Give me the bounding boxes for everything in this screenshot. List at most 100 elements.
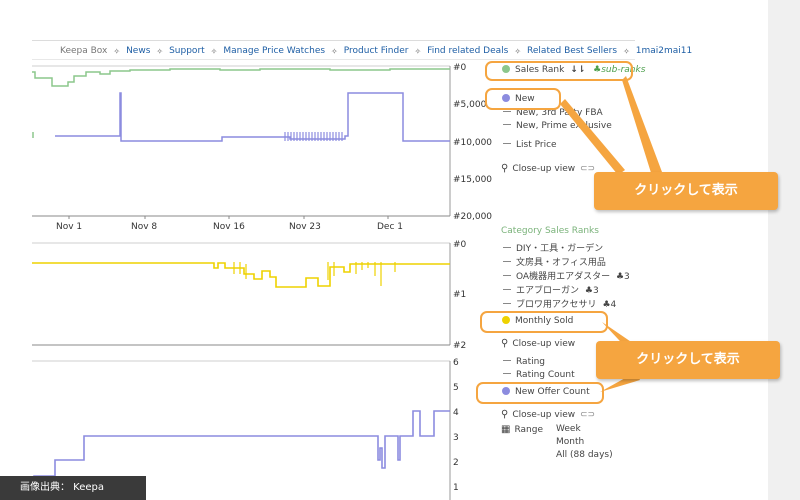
magnifier-icon: ⚲ bbox=[501, 338, 509, 349]
category-item[interactable]: OA機器用エアダスター ♣3 bbox=[503, 269, 630, 282]
dash-icon bbox=[503, 124, 511, 125]
x-tick-label: Dec 1 bbox=[377, 222, 403, 232]
magnifier-icon: ⚲ bbox=[501, 163, 509, 174]
legend-new-3p-fba[interactable]: New, 3rd Party FBA bbox=[503, 108, 603, 118]
legend-monthly-sold[interactable]: Monthly Sold bbox=[502, 316, 573, 326]
highlight-new-offer-count bbox=[476, 382, 604, 404]
y-tick-label: 6 bbox=[453, 358, 459, 368]
new-price-line bbox=[55, 92, 450, 142]
y-tick-label: #0 bbox=[453, 63, 467, 73]
nav-link-news[interactable]: News bbox=[126, 45, 151, 56]
y-tick-label: 1 bbox=[453, 483, 459, 493]
nav-underline bbox=[32, 59, 635, 60]
monthly-sold-chart[interactable]: #0 #1 #2 bbox=[32, 240, 467, 351]
dash-icon bbox=[503, 261, 511, 262]
dash-icon bbox=[503, 111, 511, 112]
hierarchy-icon: ♣ bbox=[584, 286, 593, 296]
highlight-sales-rank bbox=[485, 61, 633, 81]
range-option-week[interactable]: Week bbox=[556, 424, 581, 434]
category-item[interactable]: エアブローガン ♣3 bbox=[503, 283, 599, 296]
calendar-icon: ▦ bbox=[501, 424, 511, 435]
highlight-monthly-sold bbox=[480, 311, 608, 333]
dash-icon bbox=[503, 373, 511, 374]
category-sales-ranks-title: Category Sales Ranks bbox=[501, 226, 599, 236]
range-option-month[interactable]: Month bbox=[556, 437, 585, 447]
y-tick-label: 2 bbox=[453, 458, 459, 468]
category-item[interactable]: 文房具・オフィス用品 bbox=[503, 255, 606, 268]
dash-icon bbox=[503, 289, 511, 290]
nav-link-support[interactable]: Support bbox=[169, 45, 205, 56]
x-tick-label: Nov 1 bbox=[56, 222, 82, 232]
diamond-icon: ✧ bbox=[113, 46, 121, 56]
monthly-sold-line bbox=[32, 262, 450, 288]
range-label: ▦ Range bbox=[501, 424, 543, 435]
image-source-caption: 画像出典： Keepa bbox=[0, 476, 146, 500]
offer-count-line bbox=[32, 410, 450, 486]
dash-icon bbox=[503, 247, 511, 248]
legend-rating[interactable]: Rating bbox=[503, 357, 545, 367]
closeup-view-1[interactable]: ⚲ Close-up view ⊂⊃ bbox=[501, 163, 596, 174]
nav-link-user[interactable]: 1mai2mai11 bbox=[635, 45, 693, 56]
x-tick-label: Nov 16 bbox=[213, 222, 245, 232]
diamond-icon: ✧ bbox=[156, 46, 164, 56]
x-tick-label: Nov 23 bbox=[289, 222, 321, 232]
toggle-icon[interactable]: ⊂⊃ bbox=[579, 410, 596, 420]
sort-icon[interactable]: ↓⇂ bbox=[570, 65, 586, 75]
page-margin bbox=[768, 0, 800, 500]
category-item[interactable]: DIY・工具・ガーデン bbox=[503, 241, 603, 254]
callout-click-to-show: クリックして表示 bbox=[594, 172, 778, 210]
diamond-icon: ✧ bbox=[210, 46, 218, 56]
legend-sales-rank[interactable]: Sales Rank ↓⇂ ♣sub-ranks bbox=[502, 65, 645, 75]
sales-rank-line bbox=[32, 68, 450, 87]
legend-new-offer-count[interactable]: New Offer Count bbox=[502, 387, 590, 397]
y-tick-label: #5,000 bbox=[453, 100, 487, 110]
keepa-nav-bar: Keepa Box ✧ News ✧ Support ✧ Manage Pric… bbox=[60, 44, 692, 58]
hierarchy-icon: ♣ bbox=[615, 272, 625, 282]
nav-link-related-best-sellers[interactable]: Related Best Sellers bbox=[527, 45, 618, 56]
y-tick-label: 4 bbox=[453, 408, 459, 418]
top-divider bbox=[32, 40, 635, 41]
legend-rating-count[interactable]: Rating Count bbox=[503, 370, 575, 380]
y-tick-label: 3 bbox=[453, 433, 459, 443]
legend-list-price[interactable]: List Price bbox=[503, 140, 557, 150]
y-tick-label: #1 bbox=[453, 290, 466, 300]
magnifier-icon: ⚲ bbox=[501, 409, 509, 420]
callout-click-to-show: クリックして表示 bbox=[596, 341, 780, 379]
y-tick-label: #10,000 bbox=[453, 138, 492, 148]
range-option-all[interactable]: All (88 days) bbox=[556, 450, 613, 460]
purple-dot-icon bbox=[502, 387, 510, 395]
y-tick-label: #0 bbox=[453, 240, 467, 250]
diamond-icon: ✧ bbox=[331, 46, 338, 56]
dash-icon bbox=[503, 360, 511, 361]
green-dot-icon bbox=[502, 65, 510, 73]
y-tick-label: #20,000 bbox=[453, 212, 492, 222]
y-tick-label: #2 bbox=[453, 341, 466, 351]
category-item[interactable]: ブロワ用アクセサリ ♣4 bbox=[503, 297, 616, 310]
offer-count-chart[interactable]: 6 5 4 3 2 1 bbox=[32, 358, 459, 500]
nav-link-find-related-deals[interactable]: Find related Deals bbox=[427, 45, 509, 56]
toggle-icon[interactable]: ⊂⊃ bbox=[579, 164, 596, 174]
nav-link-manage-price-watches[interactable]: Manage Price Watches bbox=[223, 45, 326, 56]
dash-icon bbox=[503, 275, 511, 276]
sales-rank-chart[interactable]: #0 #5,000 #10,000 #15,000 #20,000 Nov 1 … bbox=[32, 63, 492, 232]
new-price-jitter bbox=[284, 132, 343, 141]
keepa-box-title: Keepa Box bbox=[60, 45, 108, 56]
monthly-sold-jitter bbox=[233, 262, 396, 286]
legend-new[interactable]: New bbox=[502, 94, 535, 104]
diamond-icon: ✧ bbox=[623, 46, 630, 56]
hierarchy-icon: ♣ bbox=[602, 300, 611, 310]
highlight-new bbox=[485, 88, 561, 110]
nav-link-product-finder[interactable]: Product Finder bbox=[343, 45, 409, 56]
y-tick-label: #15,000 bbox=[453, 175, 492, 185]
sub-ranks-link[interactable]: sub-ranks bbox=[601, 65, 646, 75]
purple-dot-icon bbox=[502, 94, 510, 102]
diamond-icon: ✧ bbox=[414, 46, 422, 56]
dash-icon bbox=[503, 303, 511, 304]
closeup-view-3[interactable]: ⚲ Close-up view ⊂⊃ bbox=[501, 409, 596, 420]
closeup-view-2[interactable]: ⚲ Close-up view bbox=[501, 338, 576, 349]
diamond-icon: ✧ bbox=[514, 46, 522, 56]
y-tick-label: 5 bbox=[453, 383, 459, 393]
legend-new-prime[interactable]: New, Prime exclusive bbox=[503, 121, 612, 131]
